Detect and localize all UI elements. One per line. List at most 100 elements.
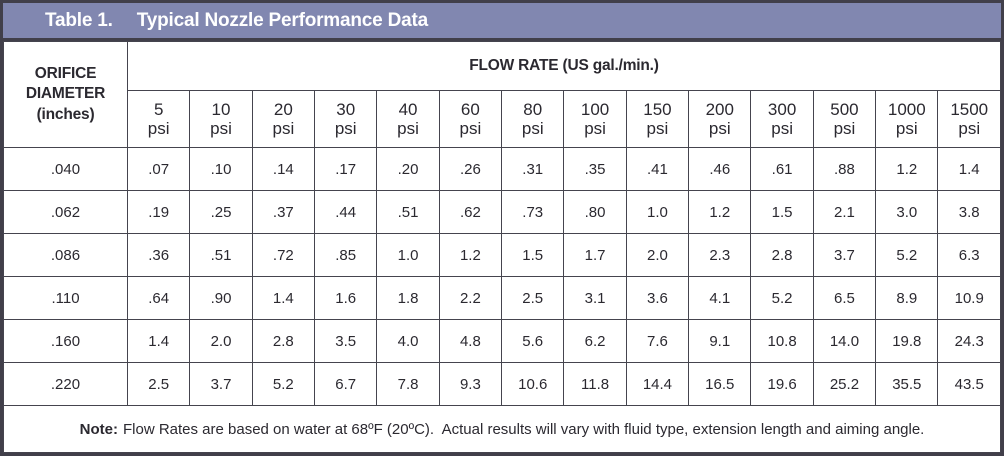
- flow-rate-cell: 1.2: [438, 233, 503, 277]
- flow-rate-cell: 6.7: [314, 362, 378, 406]
- flow-rate-cell: .44: [314, 190, 378, 234]
- flow-rate-cell: .25: [189, 190, 253, 234]
- flow-rate-cell: 1.0: [625, 190, 690, 234]
- flow-rate-cell: 6.3: [937, 233, 1001, 277]
- psi-unit-label: psi: [771, 119, 793, 138]
- pressure-value: 150: [643, 99, 672, 119]
- table-row: .160 1.4 2.0 2.8 3.5 4.0 4.8 5.6 6.2 7.6 9.1 10.8 14…: [3, 319, 1001, 363]
- flow-rate-cell: 1.8: [376, 276, 440, 320]
- orifice-cell: .220: [3, 362, 128, 406]
- flow-rate-cell: 25.2: [812, 362, 877, 406]
- flow-rate-cell: 2.5: [126, 362, 191, 406]
- group-header-row: ORIFICE DIAMETER (inches) FLOW RATE (US …: [3, 41, 1001, 148]
- flow-rate-table: ORIFICE DIAMETER (inches) FLOW RATE (US …: [3, 41, 1001, 453]
- table-title-bar: Table 1. Typical Nozzle Performance Data: [3, 3, 1001, 41]
- psi-unit-label: psi: [958, 119, 981, 138]
- psi-unit-label: psi: [521, 119, 544, 138]
- flow-rate-cell: 7.6: [625, 319, 690, 363]
- flow-rate-cell: 3.7: [812, 233, 877, 277]
- flow-rate-cell: .90: [189, 276, 253, 320]
- flow-rate-cell: 2.0: [189, 319, 253, 363]
- pressure-header-20psi: 20 psi: [251, 90, 316, 148]
- table-row: .110.64.90 1.4 1.6 1.8 2.2 2.5 3.1 3.6 4.1 5.2 6.5…: [3, 276, 1001, 320]
- flow-rate-cell: .51: [376, 190, 440, 234]
- flow-rate-cell: 2.8: [251, 319, 316, 363]
- pressure-value: 100: [580, 99, 610, 119]
- flow-rate-cell: .20: [376, 147, 440, 191]
- flow-rate-cell: 14.0: [812, 319, 877, 363]
- flow-rate-cell: 1.4: [126, 319, 191, 363]
- psi-unit-label: psi: [397, 119, 419, 138]
- flow-rate-cell: 43.5: [937, 362, 1001, 406]
- flow-rate-cell: 2.5: [501, 276, 565, 320]
- table-body: .040.07.10.14.17.20.26.31.35.41.46.61.88…: [3, 147, 1001, 406]
- page-title: Typical Nozzle Performance Data: [136, 9, 428, 31]
- flow-rate-cell: 5.2: [750, 276, 814, 320]
- flow-rate-cell: .10: [189, 147, 253, 191]
- flow-rate-cell: .37: [251, 190, 316, 234]
- flow-rate-cell: 2.2: [438, 276, 503, 320]
- pressure-header-500psi: 500 psi: [812, 90, 877, 148]
- flow-rate-cell: .80: [563, 190, 627, 234]
- flow-rate-cell: .41: [625, 147, 690, 191]
- pressure-value: 60: [460, 99, 480, 119]
- flow-rate-cell: .36: [126, 233, 191, 277]
- flow-rate-cell: 5.2: [251, 362, 316, 406]
- pressure-header-10psi: 10 psi: [189, 90, 253, 148]
- pressure-value: 5: [153, 99, 164, 119]
- flow-rate-cell: 4.0: [376, 319, 440, 363]
- flow-rate-cell: 1.7: [563, 233, 627, 277]
- flow-rate-cell: 1.4: [251, 276, 316, 320]
- orifice-cell: .062: [3, 190, 128, 234]
- flow-rate-cell: .61: [750, 147, 814, 191]
- orifice-cell: .086: [3, 233, 128, 277]
- note-cell: Note: Flow Rates are based on water at 68…: [3, 405, 1001, 453]
- pressure-header-150psi: 150 psi: [625, 90, 690, 148]
- table-row: .040.07.10.14.17.20.26.31.35.41.46.61.88…: [3, 147, 1001, 191]
- orifice-diameter-header: ORIFICE DIAMETER (inches): [3, 41, 128, 148]
- flow-rate-cell: 10.8: [750, 319, 814, 363]
- flow-rate-cell: .19: [126, 190, 191, 234]
- flow-rate-cell: .46: [688, 147, 752, 191]
- psi-unit-label: psi: [272, 119, 295, 138]
- flow-rate-cell: .51: [189, 233, 253, 277]
- flow-rate-cell: 6.5: [812, 276, 877, 320]
- flow-rate-cell: 1.0: [376, 233, 440, 277]
- pressure-header-40psi: 40 psi: [376, 90, 440, 148]
- psi-unit-label: psi: [459, 119, 482, 138]
- flow-rate-cell: 1.5: [750, 190, 814, 234]
- flow-rate-cell: 16.5: [688, 362, 752, 406]
- flow-rate-cell: 1.5: [501, 233, 565, 277]
- flow-rate-cell: 9.1: [688, 319, 752, 363]
- psi-unit-label: psi: [147, 119, 170, 138]
- flow-rate-cell: .62: [438, 190, 503, 234]
- flow-rate-cell: 4.8: [438, 319, 503, 363]
- psi-unit-label: psi: [833, 119, 856, 138]
- psi-unit-label: psi: [210, 119, 232, 138]
- flow-rate-cell: 35.5: [875, 362, 939, 406]
- note-text: Flow Rates are based on water at 68ºF (2…: [122, 420, 925, 438]
- flow-rate-cell: 4.1: [688, 276, 752, 320]
- flow-rate-cell: 7.8: [376, 362, 440, 406]
- orifice-cell: .160: [3, 319, 128, 363]
- flow-rate-cell: 1.2: [688, 190, 752, 234]
- flow-rate-cell: 2.8: [750, 233, 814, 277]
- flow-rate-cell: 2.1: [812, 190, 877, 234]
- flow-rate-cell: 3.6: [625, 276, 690, 320]
- flow-rate-cell: 6.2: [563, 319, 627, 363]
- psi-unit-label: psi: [584, 119, 606, 138]
- flow-rate-cell: .31: [501, 147, 565, 191]
- psi-unit-label: psi: [708, 119, 731, 138]
- flow-rate-cell: 14.4: [625, 362, 690, 406]
- flow-rate-cell: .73: [501, 190, 565, 234]
- table-row: .220 2.5 3.7 5.2 6.7 7.8 9.3 10.6 11.8 14.4 16.5 19…: [3, 362, 1001, 406]
- flow-rate-cell: .88: [812, 147, 877, 191]
- orifice-cell: .040: [3, 147, 128, 191]
- flow-rate-cell: 3.8: [937, 190, 1001, 234]
- flow-rate-cell: 2.3: [688, 233, 752, 277]
- flow-rate-cell: 3.0: [875, 190, 939, 234]
- psi-unit-label: psi: [895, 119, 918, 138]
- flow-rate-cell: .17: [314, 147, 378, 191]
- flow-rate-cell: 5.2: [875, 233, 939, 277]
- pressure-value: 80: [523, 99, 543, 119]
